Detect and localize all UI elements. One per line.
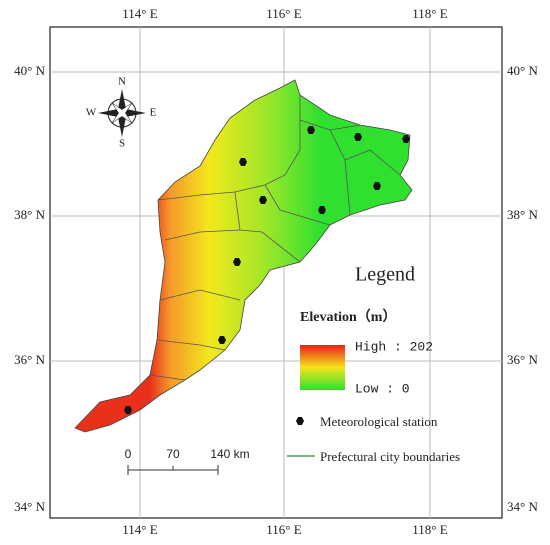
latitude-label-left: 40° N [14,63,45,78]
latitude-label-right: 40° N [507,63,538,78]
scale-labels: 0 70 140 km [125,447,250,461]
stations [124,126,410,414]
longitude-label-top: 114° E [122,6,157,21]
legend-high: High : 202 [355,339,433,354]
city-boundaries [149,95,401,381]
compass-south: S [119,138,125,150]
region [74,79,413,433]
legend-title: Legend [355,264,415,286]
legend-elevation-title: Elevation（m） [300,309,396,325]
station [124,406,132,414]
longitude-label-bottom: 116° E [266,522,301,537]
legend-boundary: Prefectural city boundaries [320,449,460,464]
legend-gradient [300,345,345,390]
latitude-label-left: 36° N [14,352,45,367]
longitude-label-top: 116° E [266,6,301,21]
legend-station-symbol [296,417,304,425]
station [402,135,410,143]
station [233,258,241,266]
compass-north: N [118,76,126,88]
longitude-label-bottom: 118° E [412,522,447,537]
station [373,182,381,190]
scale-label: 0 [125,447,132,461]
scale-label: 70 [166,447,180,461]
latitude-label-right: 38° N [507,207,538,222]
station [239,158,247,166]
compass-west: W [86,107,97,119]
compass: N S E W [86,76,157,150]
latitude-label-left: 38° N [14,207,45,222]
latitude-label-right: 34° N [507,499,538,514]
legend-station: Meteorological station [320,414,438,429]
station [307,126,315,134]
station [218,336,226,344]
graticule: 114° E 114° E 116° E 116° E 118° E 118° E 40° … [14,6,538,537]
legend-low: Low : 0 [355,381,410,396]
compass-east: E [150,107,157,119]
station [354,133,362,141]
latitude-label-left: 34° N [14,499,45,514]
station [318,206,326,214]
scale-bar [127,465,219,475]
station [259,196,267,204]
latitude-label-right: 36° N [507,352,538,367]
longitude-label-bottom: 114° E [122,522,157,537]
longitude-label-top: 118° E [412,6,447,21]
scale-label: 140 km [210,447,249,461]
